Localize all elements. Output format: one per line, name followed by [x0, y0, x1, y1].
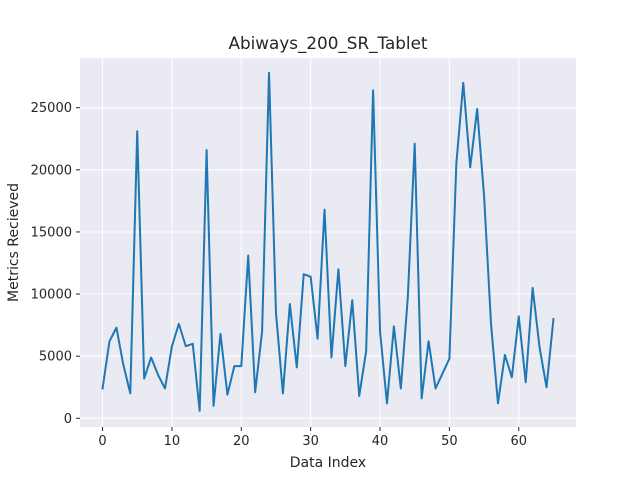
- y-tick-label: 10000: [31, 288, 72, 303]
- x-tick-label: 50: [441, 434, 458, 449]
- x-tick-label: 20: [233, 434, 250, 449]
- plot-area: [80, 58, 576, 427]
- x-tick-label: 0: [98, 434, 106, 449]
- y-tick-label: 20000: [31, 163, 72, 178]
- series-layer: [101, 71, 555, 412]
- y-tick-label: 5000: [39, 350, 72, 365]
- x-tick-label: 60: [510, 434, 527, 449]
- y-tick-label: 15000: [31, 225, 72, 240]
- x-tick-label: 30: [302, 434, 319, 449]
- chart-title: Abiways_200_SR_Tablet: [229, 33, 428, 54]
- x-axis-label: Data Index: [290, 455, 366, 471]
- y-tick-label: 0: [64, 412, 72, 427]
- x-tick-label: 40: [372, 434, 389, 449]
- axis-ticks: 0 10 20 30 40 50 60 0 5000 10000 15000 20000 25000: [31, 101, 527, 449]
- y-tick-label: 25000: [31, 101, 72, 116]
- x-tick-label: 10: [164, 434, 181, 449]
- series-line-0: [101, 71, 555, 412]
- y-axis-label: Metrics Recieved: [6, 183, 22, 302]
